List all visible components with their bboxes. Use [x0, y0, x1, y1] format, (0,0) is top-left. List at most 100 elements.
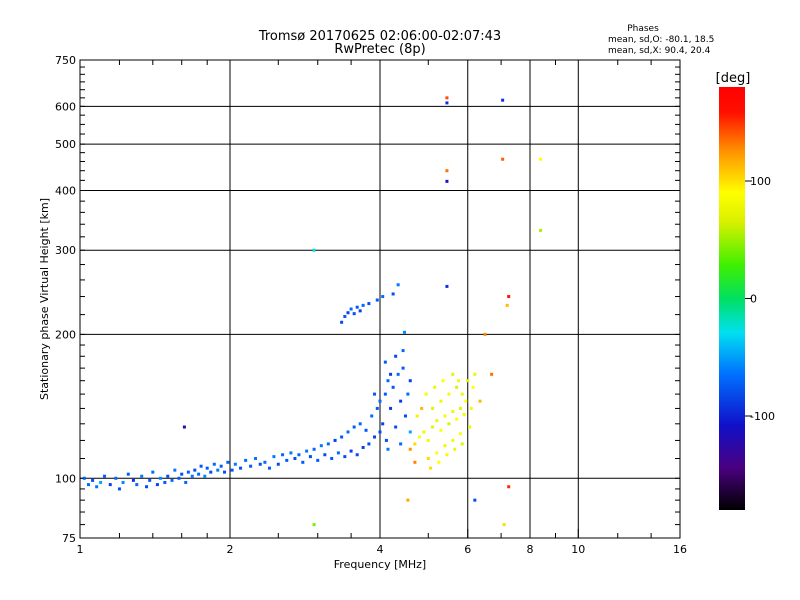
data-point	[401, 366, 405, 370]
data-point	[373, 392, 377, 396]
data-point	[173, 468, 177, 472]
data-point	[367, 302, 371, 306]
data-point	[145, 485, 149, 489]
data-point	[408, 379, 412, 383]
data-point	[451, 438, 455, 442]
data-point	[389, 406, 393, 410]
data-point	[364, 428, 368, 432]
data-point	[352, 312, 356, 316]
data-point	[177, 476, 181, 480]
data-point	[126, 472, 130, 476]
data-point	[381, 422, 385, 426]
data-point	[193, 468, 197, 472]
data-point	[431, 425, 435, 429]
data-point	[478, 399, 482, 403]
data-point	[209, 470, 213, 474]
data-point	[460, 392, 464, 396]
data-point	[439, 428, 443, 432]
data-point	[471, 385, 475, 389]
data-point	[505, 303, 509, 307]
data-point	[451, 372, 455, 376]
data-point	[406, 498, 410, 502]
y-axis-label: Stationary phase Virtual Height [km]	[38, 198, 51, 400]
data-point	[502, 523, 506, 527]
data-point	[445, 96, 449, 100]
colorbar-ticks: 100 0 -100	[745, 175, 775, 423]
grid-lines	[80, 60, 680, 538]
data-point	[293, 456, 297, 460]
data-point	[455, 385, 459, 389]
data-point	[462, 412, 466, 416]
data-point	[415, 414, 419, 418]
data-point	[148, 478, 152, 482]
stats-line-o: mean, sd,O: -80.1, 18.5	[608, 35, 714, 45]
data-point	[389, 372, 393, 376]
data-point	[330, 456, 334, 460]
chart-title: Tromsø 20170625 02:06:00-02:07:43	[258, 29, 501, 44]
data-point	[413, 442, 417, 446]
data-point	[308, 455, 312, 459]
y-tick-label: 200	[55, 328, 76, 341]
colorbar-tick-label: -100	[750, 410, 775, 423]
data-point	[433, 385, 437, 389]
data-point	[203, 474, 207, 478]
data-point	[343, 314, 347, 318]
data-point	[95, 485, 99, 489]
data-point	[417, 435, 421, 439]
data-points	[82, 96, 543, 527]
data-point	[326, 442, 330, 446]
x-tick-label: 8	[527, 543, 534, 556]
data-point	[361, 303, 365, 307]
data-point	[396, 372, 400, 376]
data-point	[82, 476, 86, 480]
data-point	[443, 414, 447, 418]
data-point	[226, 460, 230, 464]
data-point	[223, 470, 227, 474]
data-point	[501, 98, 505, 102]
data-point	[114, 476, 118, 480]
data-point	[455, 417, 459, 421]
y-tick-labels: 75 100 200 300 400 500 600 750	[55, 54, 76, 545]
colorbar-tick-label: 0	[750, 293, 757, 306]
y-tick-label: 100	[55, 472, 76, 485]
data-point	[399, 399, 403, 403]
data-point	[272, 455, 276, 459]
data-point	[197, 472, 201, 476]
data-point	[312, 248, 316, 252]
data-point	[182, 425, 186, 429]
data-point	[424, 392, 428, 396]
data-point	[361, 445, 365, 449]
data-point	[166, 474, 170, 478]
data-point	[267, 466, 271, 470]
colorbar-tick-label: 100	[750, 175, 771, 188]
data-point	[399, 442, 403, 446]
data-point	[501, 157, 505, 161]
colorbar	[719, 87, 745, 510]
data-point	[131, 478, 135, 482]
x-tick-label: 4	[377, 543, 384, 556]
data-point	[383, 392, 387, 396]
data-point	[276, 462, 280, 466]
data-point	[413, 460, 417, 464]
data-point	[316, 458, 320, 462]
data-point	[91, 478, 95, 482]
data-point	[103, 474, 107, 478]
data-point	[249, 464, 253, 468]
data-point	[473, 372, 477, 376]
data-point	[186, 470, 190, 474]
data-point	[346, 430, 350, 434]
data-point	[403, 414, 407, 418]
x-tick-labels: 1 2 4 6 8 10 16	[77, 543, 688, 556]
data-point	[163, 480, 167, 484]
data-point	[445, 169, 449, 173]
data-point	[170, 478, 174, 482]
data-point	[431, 406, 435, 410]
data-point	[355, 305, 359, 309]
data-point	[458, 406, 462, 410]
data-point	[184, 480, 188, 484]
x-tick-label: 16	[673, 543, 687, 556]
data-point	[473, 498, 477, 502]
data-point	[441, 379, 445, 383]
y-tick-label: 300	[55, 244, 76, 257]
